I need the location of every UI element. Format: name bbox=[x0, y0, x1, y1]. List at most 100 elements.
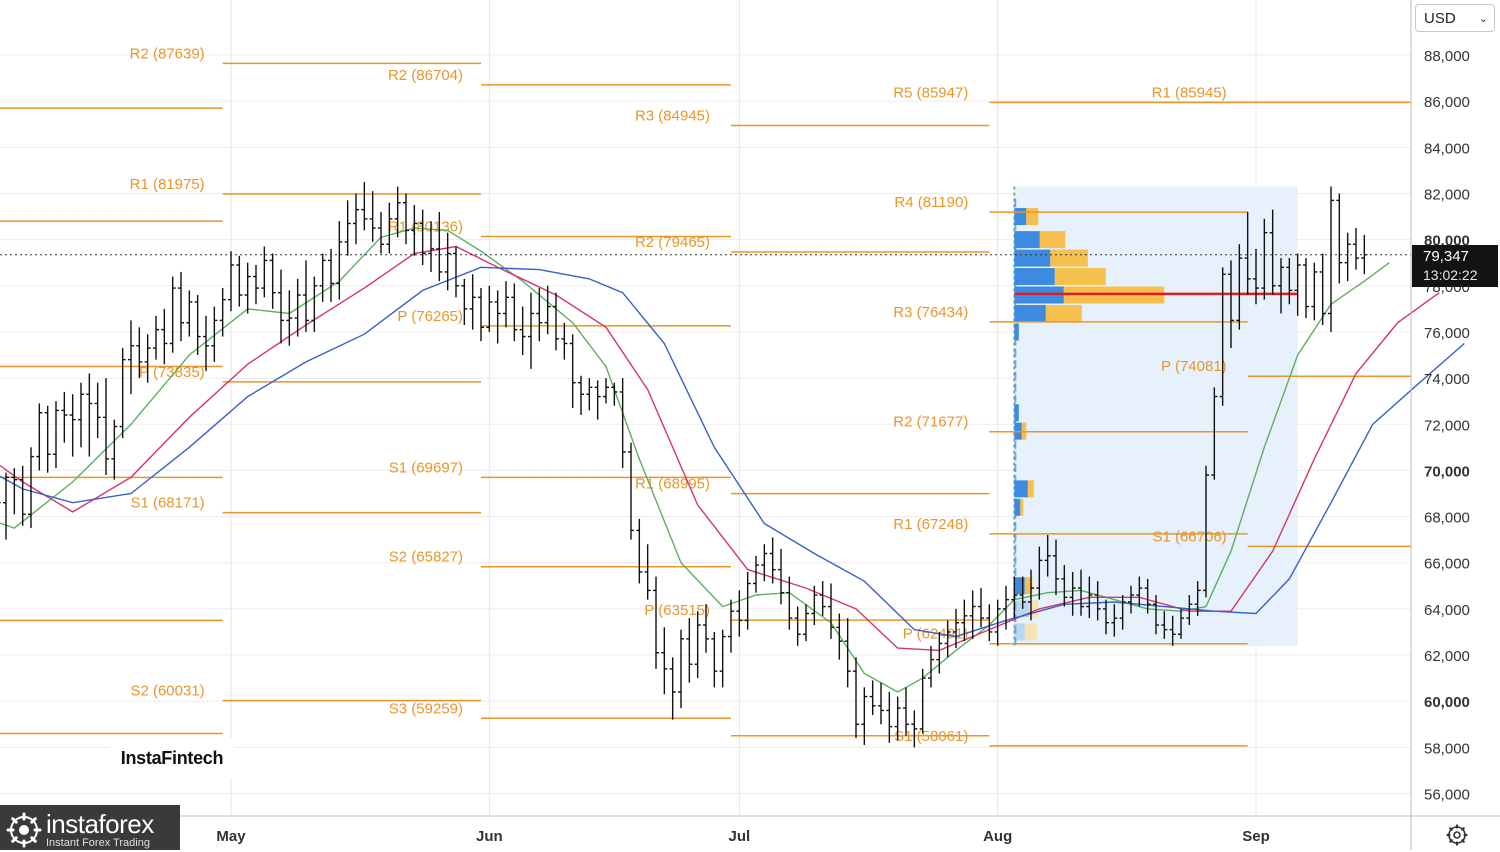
ohlc-bar bbox=[994, 599, 1001, 646]
ohlc-bar bbox=[1336, 193, 1343, 284]
ohlc-bar bbox=[986, 604, 993, 642]
y-tick-label: 88,000 bbox=[1424, 48, 1470, 65]
ohlc-bar bbox=[1186, 595, 1193, 626]
ohlc-bar bbox=[586, 378, 593, 411]
ohlc-bar bbox=[644, 544, 651, 600]
ohlc-bar bbox=[19, 465, 26, 526]
volume-bin-thin bbox=[1014, 348, 1017, 357]
ohlc-bar bbox=[686, 618, 693, 683]
volume-bin-buy bbox=[1014, 249, 1051, 267]
y-tick-label: 66,000 bbox=[1424, 556, 1470, 573]
volume-bin-buy bbox=[1014, 623, 1025, 641]
ohlc-bar bbox=[1244, 211, 1251, 296]
pivot-label: R1 (68995) bbox=[635, 476, 710, 493]
price-bars bbox=[0, 181, 1368, 748]
ohlc-bar bbox=[1119, 595, 1126, 630]
ohlc-bar bbox=[203, 315, 209, 372]
bar-countdown: 13:02:22 bbox=[1423, 267, 1478, 283]
volume-bin-sell bbox=[1039, 231, 1066, 249]
ohlc-bar bbox=[1136, 576, 1143, 607]
volume-bin-thin bbox=[1014, 302, 1017, 311]
pivot-label: S1 (69697) bbox=[389, 459, 463, 476]
pivot-label: R3 (76434) bbox=[893, 304, 968, 321]
ohlc-bar bbox=[278, 269, 284, 344]
ohlc-bar bbox=[611, 382, 618, 406]
ohlc-bar bbox=[1178, 608, 1184, 639]
ohlc-bar bbox=[969, 590, 976, 639]
ohlc-bar bbox=[169, 276, 176, 353]
ohlc-bar bbox=[78, 382, 84, 448]
ohlc-bar bbox=[636, 518, 643, 584]
ohlc-bar bbox=[669, 657, 676, 720]
gear-icon[interactable] bbox=[1445, 823, 1469, 847]
pivot-label: S3 (59259) bbox=[389, 700, 463, 717]
volume-bin-thin bbox=[1014, 533, 1017, 542]
ohlc-bar bbox=[1128, 585, 1134, 614]
pivot-label: R1 (67248) bbox=[893, 516, 968, 533]
ohlc-bar bbox=[928, 645, 934, 688]
ohlc-bar bbox=[153, 315, 159, 360]
pivot-label: S1 (58061) bbox=[894, 728, 968, 745]
pivot-label: R2 (86704) bbox=[388, 67, 463, 84]
ohlc-bar bbox=[494, 290, 501, 344]
ohlc-bar bbox=[403, 193, 409, 245]
ohlc-bar bbox=[869, 680, 876, 716]
pivot-label: R1 (80136) bbox=[388, 218, 463, 235]
ohlc-bar bbox=[61, 391, 68, 443]
ohlc-bar bbox=[44, 405, 51, 473]
ohlc-bar bbox=[528, 292, 534, 369]
ohlc-bar bbox=[1144, 578, 1151, 614]
pivot-label: R2 (79465) bbox=[635, 234, 710, 251]
volume-bin-thin bbox=[1014, 556, 1017, 565]
volume-bin-thin bbox=[1014, 429, 1017, 438]
ohlc-bar bbox=[944, 620, 951, 658]
pivot-label: R1 (81975) bbox=[130, 176, 205, 193]
ohlc-bar bbox=[1219, 267, 1226, 406]
ohlc-bar bbox=[653, 576, 659, 669]
pivot-label: S2 (60031) bbox=[130, 682, 204, 699]
volume-profile bbox=[1013, 186, 1298, 646]
ohlc-bar bbox=[769, 537, 776, 584]
pivot-label: R1 (85945) bbox=[1152, 84, 1227, 101]
ohlc-bar bbox=[1044, 535, 1051, 577]
ohlc-bar bbox=[194, 295, 201, 356]
ohlc-bar bbox=[1061, 565, 1068, 607]
x-tick-label: Jun bbox=[476, 828, 503, 845]
ohlc-bar bbox=[161, 308, 168, 365]
volume-bin-thin bbox=[1014, 567, 1017, 576]
pivot-label: R5 (85947) bbox=[893, 84, 968, 101]
volume-bin-buy bbox=[1014, 268, 1055, 286]
ohlc-bar bbox=[111, 419, 118, 480]
pivot-label: S1 (66706) bbox=[1152, 528, 1226, 545]
y-tick-label: 84,000 bbox=[1424, 140, 1470, 157]
ohlc-bar bbox=[853, 657, 859, 739]
ohlc-bar bbox=[144, 334, 151, 383]
ohlc-bar bbox=[86, 373, 93, 457]
ohlc-bar bbox=[461, 278, 468, 326]
pivot-label: S1 (68171) bbox=[130, 495, 204, 512]
ohlc-bar bbox=[953, 608, 959, 649]
y-tick-label: 82,000 bbox=[1424, 186, 1470, 203]
ohlc-bar bbox=[1311, 262, 1318, 321]
volume-bin-thin bbox=[1014, 383, 1017, 392]
ohlc-bar bbox=[1003, 585, 1009, 630]
currency-label: USD bbox=[1424, 9, 1456, 27]
ohlc-bar bbox=[1053, 539, 1059, 596]
ohlc-bar bbox=[1019, 576, 1026, 609]
volume-bin-thin bbox=[1014, 279, 1017, 288]
ohlc-bar bbox=[1261, 218, 1268, 300]
volume-bin-thin bbox=[1014, 510, 1017, 519]
volume-bin-sell bbox=[1024, 577, 1033, 595]
y-tick-label: 60,000 bbox=[1424, 694, 1470, 711]
ohlc-bar bbox=[811, 585, 818, 626]
pivot-label: P (73835) bbox=[139, 364, 205, 381]
volume-bin-buy bbox=[1014, 231, 1040, 249]
currency-select[interactable]: USD ⌄ bbox=[1415, 4, 1495, 32]
pivot-label: R2 (87639) bbox=[130, 45, 205, 62]
ohlc-bar bbox=[1269, 209, 1276, 296]
ohlc-bar bbox=[1303, 258, 1309, 319]
instaforex-name: instaforex bbox=[46, 808, 154, 839]
ohlc-bar bbox=[319, 253, 326, 302]
